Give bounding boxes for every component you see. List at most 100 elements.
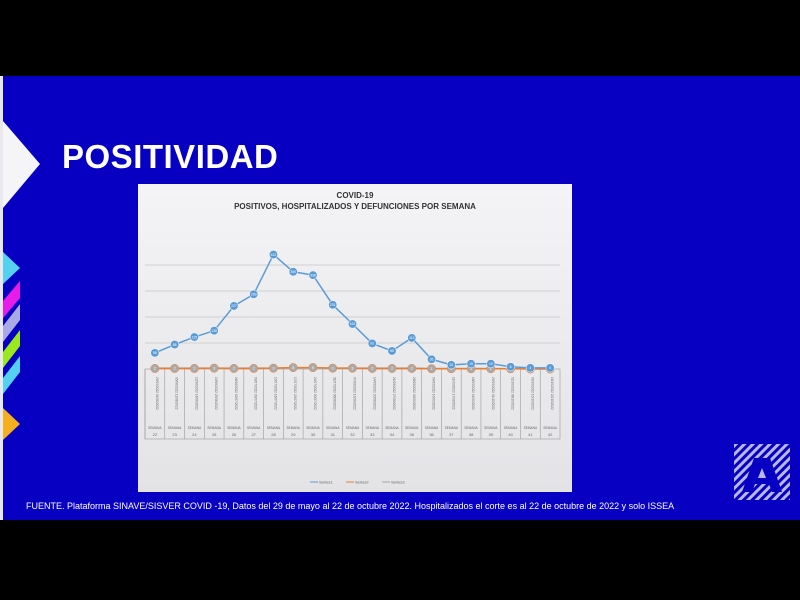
data-label: 112: [409, 336, 415, 340]
date-range-label: 26/06/2022 02/07/2022: [234, 377, 238, 410]
data-label: 2: [193, 367, 195, 371]
data-label: 227: [231, 304, 237, 308]
week-number-label: 38: [469, 432, 474, 437]
data-label: 115: [192, 335, 198, 339]
line-chart: COVID-19 POSITIVOS, HOSPITALIZADOS Y DEF…: [144, 191, 561, 485]
date-range-label: 29/05/2022 04/06/2022: [155, 377, 159, 410]
data-label: 2: [154, 367, 156, 371]
data-label: 35: [430, 357, 434, 361]
week-prefix-label: SEMANA: [504, 426, 518, 430]
data-point: [269, 250, 278, 260]
chart-panel: COVID-19 POSITIVOS, HOSPITALIZADOS Y DEF…: [138, 184, 572, 492]
week-prefix-label: SEMANA: [543, 426, 557, 430]
data-label: 338: [310, 273, 316, 277]
data-label: 2: [371, 367, 373, 371]
date-range-label: 21/08/2022 27/08/2022: [392, 377, 396, 410]
week-number-label: 28: [271, 432, 276, 437]
data-label: 3: [273, 366, 275, 370]
week-prefix-label: SEMANA: [148, 426, 162, 430]
chart-subtitle: POSITIVOS, HOSPITALIZADOS Y DEFUNCIONES …: [234, 202, 476, 211]
date-range-label: 31/07/2022 06/08/2022: [333, 377, 337, 410]
data-label: 8: [510, 365, 512, 369]
week-number-label: 30: [311, 432, 316, 437]
week-prefix-label: SEMANA: [207, 426, 221, 430]
date-range-label: 09/10/2022 15/10/2022: [530, 377, 534, 410]
week-number-label: 31: [331, 432, 336, 437]
week-number-label: 29: [291, 432, 296, 437]
data-point: [150, 348, 160, 358]
data-label: 58: [153, 351, 157, 355]
data-point: [466, 359, 476, 369]
data-label: 2: [253, 367, 255, 371]
week-prefix-label: SEMANA: [326, 426, 340, 430]
data-label: 4: [529, 366, 531, 370]
week-number-label: 22: [153, 432, 158, 437]
date-range-label: 19/06/2022 25/06/2022: [214, 377, 218, 410]
data-label: 5: [292, 366, 294, 370]
week-number-label: 36: [429, 432, 434, 437]
week-prefix-label: SEMANA: [247, 426, 261, 430]
data-point: [328, 300, 338, 310]
data-point: [387, 346, 397, 356]
decorative-arrows: [3, 121, 40, 440]
week-prefix-label: SEMANA: [425, 426, 439, 430]
data-point: [209, 363, 219, 373]
week-number-label: 24: [192, 432, 197, 437]
data-point: [427, 364, 436, 374]
legend-label: Series2: [355, 480, 369, 485]
data-label: 65: [390, 349, 394, 353]
week-prefix-label: SEMANA: [366, 426, 380, 430]
logo-a-icon: [734, 444, 790, 500]
date-range-label: 14/08/2022 20/08/2022: [372, 377, 376, 410]
data-label: 231: [330, 303, 336, 307]
data-point: [229, 363, 239, 373]
data-label: 138: [211, 329, 217, 333]
data-label: 3: [213, 366, 215, 370]
data-label: 1: [431, 367, 433, 371]
date-range-label: 16/10/2022 22/10/2022: [550, 377, 554, 410]
data-label: 162: [350, 322, 356, 326]
data-label: 15: [449, 363, 453, 367]
data-point: [427, 354, 436, 364]
data-label: 3: [352, 366, 354, 370]
data-point: [328, 363, 338, 373]
data-point: [229, 301, 239, 311]
week-prefix-label: SEMANA: [524, 426, 538, 430]
white-arrow-shape: [3, 121, 40, 208]
data-point: [288, 363, 298, 373]
data-point: [525, 363, 535, 373]
data-point: [189, 363, 199, 373]
data-label: 5: [312, 366, 314, 370]
week-number-label: 40: [508, 432, 513, 437]
data-label: 2: [233, 367, 235, 371]
slide-title: POSITIVIDAD: [62, 138, 279, 175]
data-point: [506, 362, 516, 372]
week-prefix-label: SEMANA: [346, 426, 360, 430]
date-range-label: 12/06/2022 18/06/2022: [194, 377, 198, 410]
week-number-label: 39: [489, 432, 494, 437]
data-point: [209, 326, 219, 336]
data-point: [446, 360, 456, 370]
week-prefix-label: SEMANA: [405, 426, 419, 430]
data-label: 350: [290, 270, 296, 274]
date-range-label: 03/07/2022 09/07/2022: [254, 377, 258, 410]
week-number-label: 41: [528, 432, 533, 437]
data-label: 19: [469, 362, 473, 366]
week-number-label: 32: [350, 432, 355, 437]
data-point: [249, 289, 259, 299]
date-range-label: 04/09/2022 10/09/2022: [432, 377, 436, 410]
data-label: 3: [332, 366, 334, 370]
legend-label: Series3: [391, 480, 405, 485]
data-point: [545, 363, 555, 373]
data-point: [170, 340, 180, 350]
data-point: [407, 333, 417, 343]
week-prefix-label: SEMANA: [306, 426, 320, 430]
date-range-label: 24/07/2022 30/07/2022: [313, 377, 317, 410]
week-number-label: 35: [410, 432, 415, 437]
date-range-label: 07/08/2022 13/08/2022: [353, 377, 357, 410]
data-point: [407, 363, 417, 373]
data-label: 19: [489, 362, 493, 366]
data-point: [486, 359, 496, 369]
date-range-label: 02/10/2022 08/10/2022: [511, 377, 515, 410]
week-prefix-label: SEMANA: [168, 426, 182, 430]
